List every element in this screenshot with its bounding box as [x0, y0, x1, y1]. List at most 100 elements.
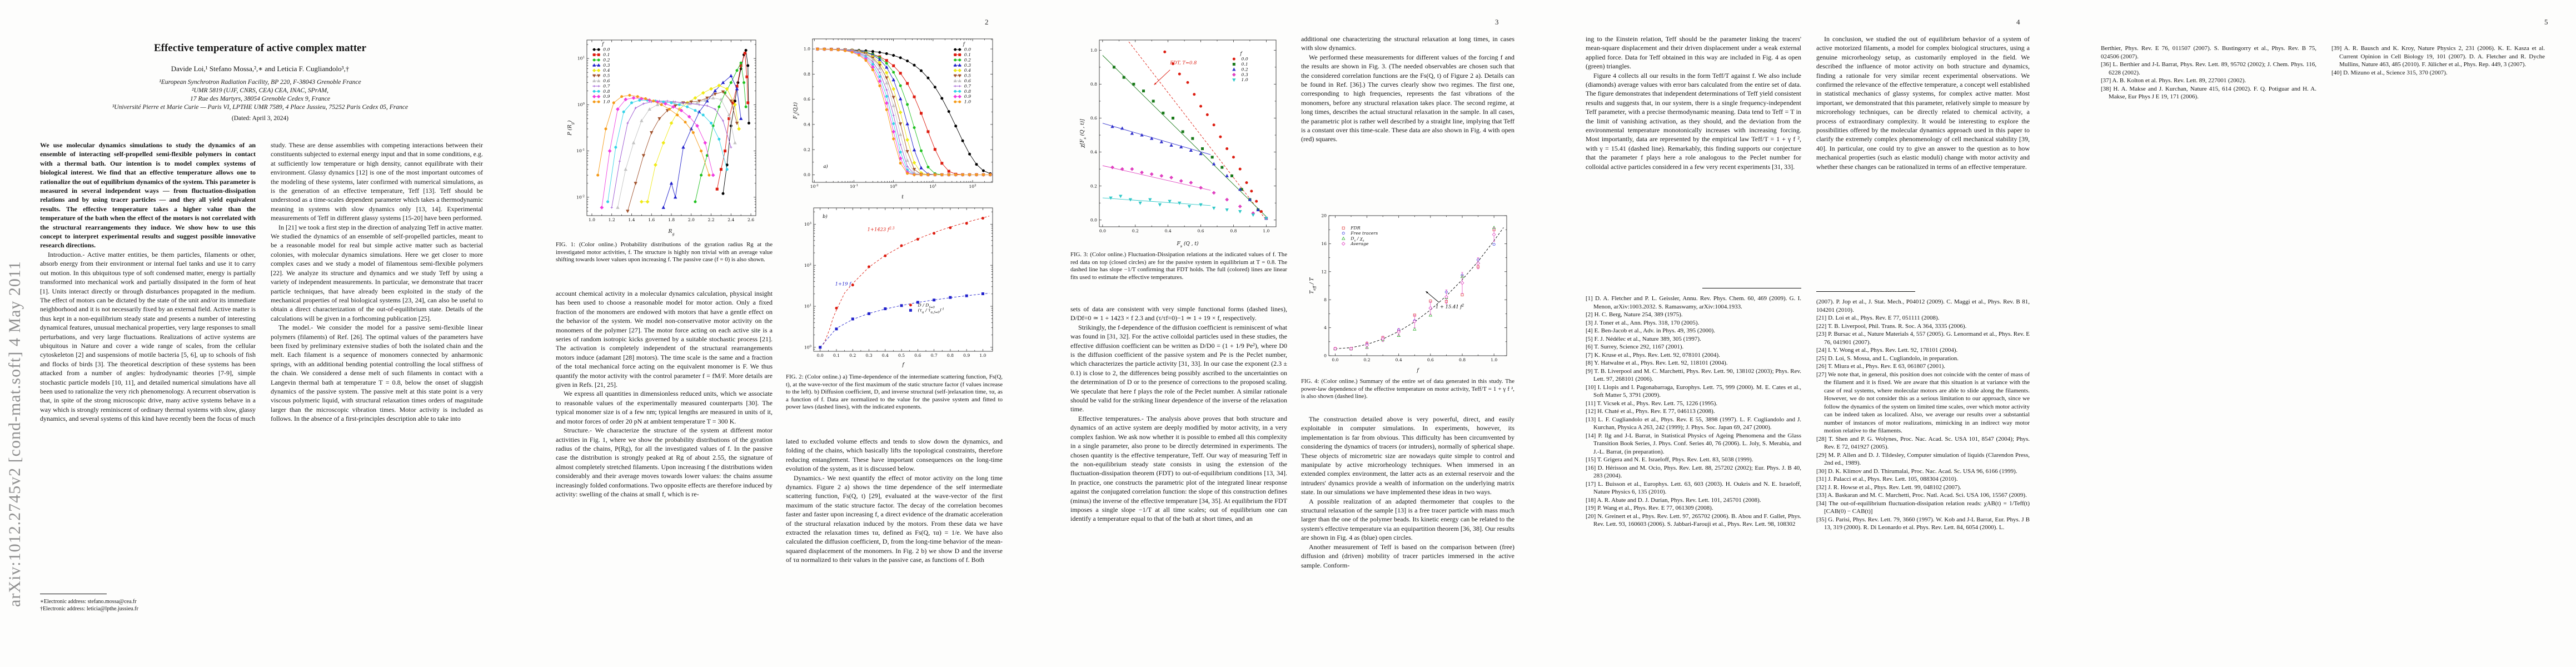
reference-item: [10] I. Llopis and I. Pagonabarraga, Eur… [1586, 384, 1801, 399]
reference-item: [1] D. A. Fletcher and P. L. Geissler, A… [1586, 295, 1801, 310]
svg-text:f: f [963, 41, 966, 47]
reference-item: [8] Y. Hatwalne et al., Phys. Rev. Lett.… [1586, 360, 1728, 366]
reference-item: [29] M. P. Allen and D. J. Tildesley, Co… [1816, 451, 2030, 467]
figure-3-plot: 0.0 0.2 0.4 0.6 0.8 1.0 0.0 0.2 0.4 0.6 0.8 1.0 Fs (… [1079, 39, 1277, 248]
reference-item: Berthier, Phys. Rev. E 76, 011507 (2007)… [2101, 45, 2316, 60]
svg-text:0.8: 0.8 [804, 72, 810, 77]
svg-text:100: 100 [577, 102, 585, 107]
svg-text:100: 100 [804, 345, 812, 350]
svg-text:2.6: 2.6 [748, 217, 754, 222]
paragraph: account chemical activity in a molecular… [556, 290, 773, 389]
svg-text:0.3: 0.3 [865, 353, 872, 358]
svg-text:1 + 15.41 f2: 1 + 15.41 f2 [1436, 303, 1464, 310]
svg-text:1.0: 1.0 [1090, 48, 1097, 53]
reference-item: [23] P. Bursac et al., Nature Materials … [1816, 331, 2030, 346]
reference-item: [27] We note that, in general, this posi… [1816, 371, 2030, 435]
svg-text:Rg: Rg [668, 229, 675, 236]
svg-text:0.2: 0.2 [603, 57, 610, 62]
svg-text:a): a) [823, 163, 828, 169]
figure-4-plot: 0.0 0.2 0.4 0.6 0.8 1.0 0 4 8 12 16 20 f Teff / T FDRF… [1309, 213, 1507, 374]
svg-text:101: 101 [577, 56, 585, 61]
reference-item: [4] E. Ben-Jacob et al., Adv. in Phys. 4… [1586, 327, 1716, 334]
svg-text:0.4: 0.4 [964, 68, 971, 73]
svg-text:0.5: 0.5 [603, 73, 610, 78]
reference-item: [25] D. Loi, S. Mossa, and L. Cugliandol… [1816, 355, 1959, 362]
page4-left-column-text: ing to the Einstein relation, Teff shoul… [1586, 34, 1801, 283]
reference-item: [19] P. Wang et al., Phys. Rev. E 77, 06… [1586, 505, 1713, 511]
svg-text:0.1: 0.1 [833, 353, 840, 358]
paragraph: We express all quantities in dimensionle… [556, 390, 773, 425]
svg-text:1.0: 1.0 [603, 99, 610, 104]
svg-text:Free tracers: Free tracers [1350, 231, 1378, 236]
svg-text:1.2: 1.2 [609, 217, 615, 222]
svg-text:0.0: 0.0 [1332, 357, 1338, 362]
svg-text:0.3: 0.3 [1241, 72, 1248, 77]
svg-text:FDT, T=0.8: FDT, T=0.8 [1169, 60, 1197, 66]
reference-item: [38] H. A. Makse and J. Kurchan, Nature … [2101, 85, 2316, 101]
reference-item: [17] L. Buisson et al., Europhys. Lett. … [1586, 480, 1801, 496]
svg-text:χ[Fs (Q , t)]: χ[Fs (Q , t)] [1079, 119, 1087, 148]
svg-text:1.0: 1.0 [804, 47, 810, 52]
svg-text:101: 101 [804, 304, 811, 309]
paragraph: ing to the Einstein relation, Teff shoul… [1586, 35, 1801, 71]
svg-text:0.8: 0.8 [964, 89, 971, 94]
svg-text:f: f [1239, 51, 1243, 56]
paper-title: Effective temperature of active complex … [153, 42, 367, 54]
reference-item: [26] T. Miura et al., Phys. Rev. E 63, 0… [1816, 363, 1945, 370]
svg-text:0.0: 0.0 [817, 353, 824, 358]
svg-text:0.2: 0.2 [849, 353, 856, 358]
reference-item: [15] T. Grigera and N. E. Israeloff, Phy… [1586, 456, 1753, 463]
svg-text:10-2: 10-2 [576, 195, 585, 200]
page3-right-column-bottom: The construction detailed above is very … [1301, 415, 1514, 647]
reference-item: [30] D. K. Klimov and D. Thirumalai, Pro… [1816, 467, 2017, 475]
svg-text:102: 102 [804, 263, 811, 268]
svg-text:0.6: 0.6 [1198, 228, 1204, 233]
svg-text:0.1: 0.1 [964, 52, 971, 57]
svg-text:FDR: FDR [1350, 226, 1361, 231]
svg-text:0.7: 0.7 [603, 83, 610, 88]
svg-text:0.0: 0.0 [1090, 217, 1097, 222]
svg-text:0.0: 0.0 [804, 172, 810, 177]
svg-text:0.2: 0.2 [1241, 67, 1248, 72]
page4-right-column-text: In conclusion, we studied the out of equ… [1816, 34, 2030, 286]
svg-text:2.0: 2.0 [688, 217, 695, 222]
figure-2-caption: FIG. 2: (Color online.) a) Time-dependen… [786, 374, 1003, 411]
svg-text:0.8: 0.8 [1090, 82, 1097, 87]
svg-text:1.0: 1.0 [1263, 228, 1269, 233]
paragraph: lated to excluded volume effects and ten… [786, 437, 1003, 473]
svg-text:t: t [901, 195, 904, 200]
references-list-page5-left: Berthier, Phys. Rev. E 76, 011507 (2007)… [2101, 44, 2316, 101]
svg-text:0.2: 0.2 [964, 57, 971, 62]
references-list-left: [1] D. A. Fletcher and P. L. Geissler, A… [1586, 295, 1801, 595]
svg-text:4: 4 [1324, 325, 1327, 330]
affiliation-line: ¹European Synchrotron Radiation Facility… [159, 78, 361, 86]
page1-left-column: We use molecular dynamics simulations to… [40, 141, 256, 591]
svg-text:101: 101 [929, 184, 936, 189]
svg-text:0.8: 0.8 [603, 89, 610, 94]
svg-text:0.7: 0.7 [964, 83, 971, 88]
references-list-page5-right: [39] A. R. Bausch and K. Kroy, Nature Ph… [2331, 44, 2545, 77]
svg-text:10-2: 10-2 [810, 184, 819, 189]
reference-item: [33] A. Baskaran and M. C. Marchetti, Pr… [1816, 492, 2027, 499]
page1-right-column: study. These are dense assemblies with c… [271, 141, 483, 646]
page3-left-column: sets of data are consistent with very si… [1070, 305, 1287, 646]
abstract: We use molecular dynamics simulations to… [40, 141, 256, 250]
svg-text:0.0: 0.0 [964, 47, 971, 52]
paragraph: We performed these measurements for diff… [1301, 53, 1514, 143]
svg-text:0.4: 0.4 [1090, 150, 1097, 155]
footnote: ∗Electronic address: stefano.mossa@cea.f… [40, 599, 137, 605]
reference-item: [36] L. Berthier and J-L Barrat, Phys. R… [2101, 61, 2316, 76]
page-number-2: 2 [985, 18, 989, 26]
svg-text:1+1423 f2.3: 1+1423 f2.3 [868, 226, 895, 232]
svg-text:0.8: 0.8 [1459, 357, 1466, 362]
figure-3-caption: FIG. 3: (Color online.) Fluctuation-Diss… [1070, 251, 1287, 281]
page-number-5: 5 [2544, 18, 2548, 26]
svg-text:Ds / χs: Ds / χs [1350, 236, 1364, 242]
affiliation-line: 17 Rue des Martyrs, 38054 Grenoble Cedex… [190, 95, 330, 102]
affiliation-line: ³Université Pierre et Marie Curie — Pari… [112, 103, 408, 111]
paragraph: Another measurement of Teff is based on … [1301, 542, 1514, 569]
svg-text:Fs (Q , t): Fs (Q , t) [1176, 241, 1199, 248]
reference-item: [7] K. Kruse et al., Phys. Rev. Lett. 92… [1586, 351, 1720, 359]
svg-text:1.0: 1.0 [1491, 357, 1497, 362]
figure-2b-plot: 0.0 0.1 0.2 0.3 0.4 0.5 0.6 0.7 0.8 0.9 1.0 100 101 1… [804, 207, 993, 368]
